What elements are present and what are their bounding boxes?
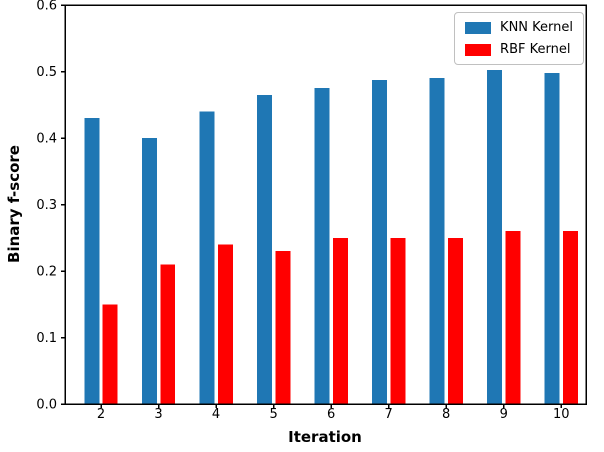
rbf-kernel-bar-6 [332,237,348,404]
legend-label-rbf-kernel: RBF Kernel [500,42,571,57]
rbf-kernel-swatch [465,43,492,56]
rbf-kernel-bar-3 [160,264,176,404]
y-tick-label: 0.5 [36,65,57,80]
y-tick-label: 0.4 [36,132,57,147]
y-tick-label: 0.3 [36,198,57,213]
plot-border [64,4,587,405]
rbf-kernel-bar-10 [562,231,578,404]
rbf-kernel-bar-5 [275,251,291,404]
y-tick-label: 0.1 [36,331,57,346]
x-tick-label: 5 [269,407,277,422]
x-tick-label: 6 [327,407,335,422]
x-tick-label: 3 [154,407,162,422]
x-tick-label: 10 [553,407,570,422]
knn-kernel-bar-8 [429,78,445,405]
y-tick-label: 0.2 [36,265,57,280]
knn-kernel-bar-7 [371,80,387,404]
legend: KNN Kernel RBF Kernel [454,12,584,65]
rbf-kernel-bar-4 [217,244,233,404]
x-axis: 2 3 4 5 6 7 8 9 10 [97,404,570,422]
y-axis: 0.0 0.1 0.2 0.3 0.4 0.5 0.6 [36,0,65,413]
rbf-kernel-bar-8 [447,237,463,404]
x-tick-label: 8 [442,407,450,422]
rbf-kernel-bar-7 [390,237,406,404]
knn-kernel-bar-5 [256,94,272,405]
x-tick-label: 7 [385,407,393,422]
knn-kernel-bar-9 [487,70,503,405]
knn-kernel-bar-2 [84,118,100,405]
x-tick-label: 4 [212,407,220,422]
legend-label-knn-kernel: KNN Kernel [500,20,573,35]
knn-kernel-bar-10 [544,72,560,404]
y-tick-label: 0.0 [36,398,57,413]
bars-group [84,70,578,405]
rbf-kernel-bar-9 [505,231,521,404]
rbf-kernel-bar-2 [102,304,118,404]
knn-kernel-bar-4 [199,111,215,405]
legend-item-knn-kernel: KNN Kernel [465,20,573,35]
knn-kernel-bar-6 [314,88,330,405]
x-tick-label: 9 [500,407,508,422]
x-axis-label: Iteration [288,428,362,446]
knn-kernel-bar-3 [141,138,157,404]
legend-item-rbf-kernel: RBF Kernel [465,42,573,57]
y-axis-label: Binary f-score [5,145,23,263]
knn-kernel-swatch [465,21,492,34]
x-tick-label: 2 [97,407,105,422]
y-tick-label: 0.6 [36,0,57,14]
